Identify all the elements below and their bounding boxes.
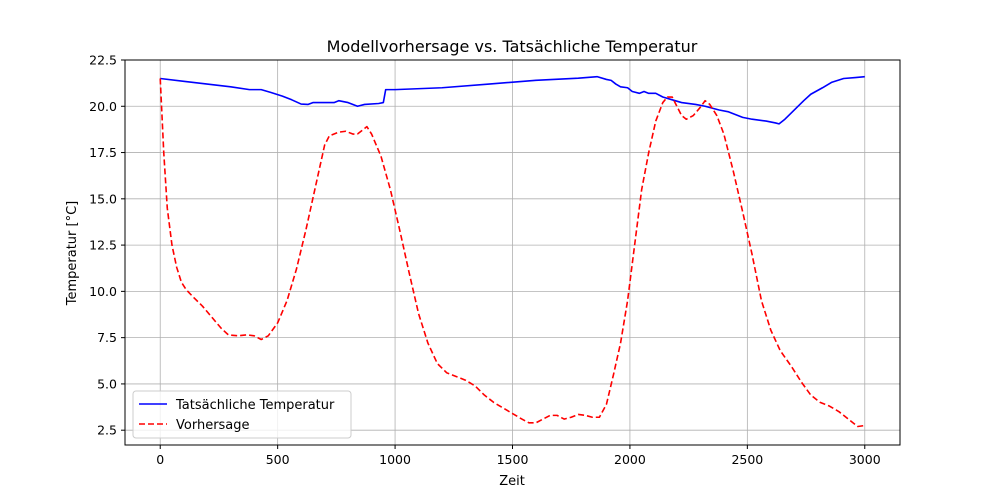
grid xyxy=(125,59,900,445)
x-tick-label: 500 xyxy=(266,452,290,467)
x-tick-label: 2500 xyxy=(731,452,763,467)
y-tick-label: 20.0 xyxy=(89,99,117,114)
plot-area xyxy=(159,75,865,428)
y-tick-label: 12.5 xyxy=(89,238,117,253)
legend-box xyxy=(132,390,352,439)
y-tick-label: 7.5 xyxy=(97,330,117,345)
legend-label-forecast: Vorhersage xyxy=(176,418,250,433)
series-line-forecast xyxy=(159,78,865,428)
axes-ticks: 0 500 1000 1500 2000 2500 3000 2.5 5.0 7.5 10.0 12.… xyxy=(89,53,881,468)
x-tick-label: 2000 xyxy=(614,452,646,467)
x-tick-label: 3000 xyxy=(849,452,881,467)
x-axis-title: Zeit xyxy=(499,474,525,489)
y-tick-label: 15.0 xyxy=(89,191,117,206)
x-tick-label: 1000 xyxy=(379,452,411,467)
legend-label-actual: Tatsächliche Temperatur xyxy=(175,398,335,413)
y-axis-title: Temperatur [°C] xyxy=(65,201,80,307)
y-tick-label: 5.0 xyxy=(97,376,117,391)
y-tick-label: 17.5 xyxy=(89,145,117,160)
legend: Tatsächliche Temperatur Vorhersage xyxy=(132,390,352,439)
chart-title: Modellvorhersage vs. Tatsächliche Temper… xyxy=(327,37,698,56)
y-tick-label: 10.0 xyxy=(89,284,117,299)
y-tick-label: 22.5 xyxy=(89,53,117,68)
series-line-actual xyxy=(160,75,865,125)
x-tick-label: 1500 xyxy=(497,452,529,467)
y-tick-label: 2.5 xyxy=(97,423,117,438)
x-tick-label: 0 xyxy=(156,452,164,467)
